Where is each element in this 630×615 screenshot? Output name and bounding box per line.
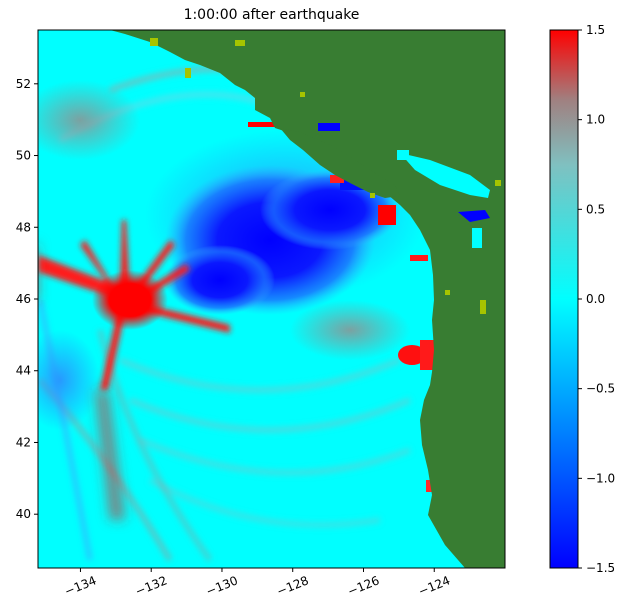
colorbar-tick-label: 1.0: [586, 113, 605, 127]
colorbar-tick-label: 0.0: [586, 292, 605, 306]
y-tick-label: 40: [16, 507, 31, 521]
y-tick-label: 46: [16, 292, 31, 306]
colorbar-tick-label: −0.5: [586, 382, 615, 396]
x-tick-label: −128: [275, 573, 311, 598]
colorbar-tick-label: −1.0: [586, 471, 615, 485]
x-axis: −134 −132 −130 −128 −126 −124: [63, 568, 452, 599]
x-tick-label: −126: [346, 573, 382, 598]
y-tick-label: 50: [16, 149, 31, 163]
colorbar-tick-label: 1.5: [586, 23, 605, 37]
y-axis: 40 42 44 46 48 50 52: [16, 77, 38, 521]
land-mainland: [110, 30, 505, 568]
gray-patch-northwest: [38, 80, 140, 160]
gray-patch-center: [290, 300, 410, 360]
y-tick-label: 44: [16, 364, 31, 378]
colorbar-tick-label: 0.5: [586, 202, 605, 216]
blue-patch-west: [38, 330, 100, 430]
x-tick-label: −130: [204, 573, 240, 598]
colorbar: [550, 30, 578, 568]
inlet-cyan-2: [397, 150, 409, 160]
x-tick-label: −132: [133, 573, 169, 598]
chart-title: 1:00:00 after earthquake: [183, 7, 360, 23]
y-tick-label: 52: [16, 77, 31, 91]
coastal-specks: [150, 38, 501, 314]
inlet-blue: [318, 123, 340, 131]
puget-water: [458, 210, 490, 222]
colorbar-tick-label: −1.5: [586, 561, 615, 575]
land: [110, 30, 505, 568]
vancouver-island: [280, 128, 400, 198]
colorbar-axis: 1.5 1.0 0.5 0.0 −0.5 −1.0 −1.5: [578, 23, 615, 575]
positive-peak: [38, 220, 230, 520]
y-tick-label: 42: [16, 435, 31, 449]
strait-water: [400, 153, 490, 198]
y-tick-label: 48: [16, 220, 31, 234]
map-area: [38, 30, 505, 568]
x-tick-label: −134: [63, 573, 99, 598]
x-tick-label: −124: [416, 573, 452, 598]
inlet-cyan: [472, 228, 482, 248]
